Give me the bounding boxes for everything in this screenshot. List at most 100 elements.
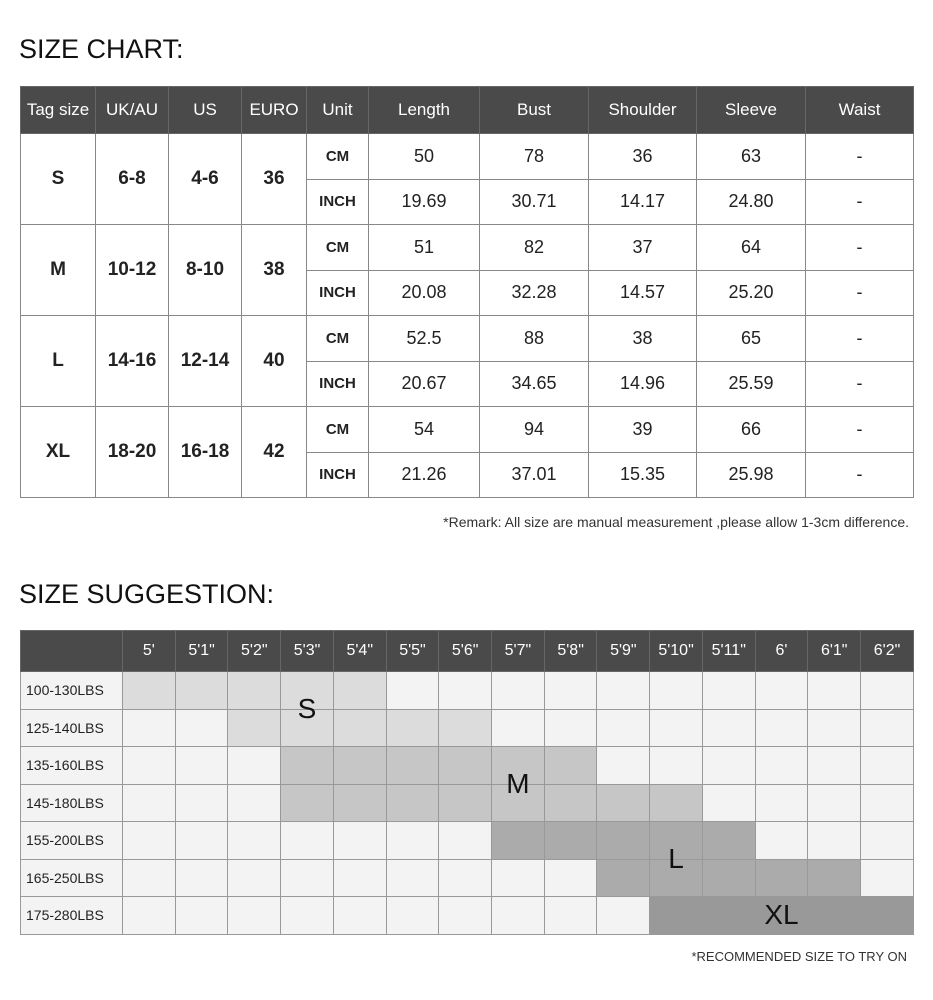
grid-cell [860,821,914,860]
size-uk-cell: 14-16 [95,315,169,407]
height-header: 5'6" [438,630,493,672]
measurement-cell: 25.59 [696,360,806,407]
height-header: 5'10" [649,630,703,672]
corner-header [20,630,123,672]
grid-cell [807,783,862,822]
measurement-cell: 65 [696,315,806,362]
table-row: 125-140LBS [20,708,914,747]
size-m-cell [332,783,387,822]
size-m-cell [332,746,387,785]
table-row: INCH 19.69 30.71 14.17 24.80- [21,178,914,225]
size-tag-cell: M [20,224,96,316]
grid-cell [701,708,756,747]
grid-cell [122,783,176,822]
size-s-cell [227,708,282,747]
size-euro-cell: 42 [241,406,307,498]
size-l-cell [596,858,651,897]
size-chart-title: SIZE CHART: [19,34,184,64]
grid-cell [122,746,176,785]
grid-cell [280,821,334,860]
column-header: Shoulder [588,86,697,134]
grid-cell [701,746,756,785]
measurement-cell: 88 [479,315,589,362]
grid-cell [543,858,598,897]
size-us-cell: 4-6 [168,133,242,225]
height-header: 5' [122,630,176,672]
measurement-cell: 36 [588,133,697,180]
grid-cell [122,708,176,747]
measurement-cell: 21.26 [368,451,480,498]
table-row: 100-130LBS [20,671,914,710]
size-us-cell: 8-10 [168,224,242,316]
size-m-cell [438,746,493,785]
grid-cell [754,708,809,747]
size-xl-cell [754,896,809,935]
weight-label: 175-280LBS [20,896,123,935]
grid-cell [596,671,651,710]
size-s-cell [385,708,440,747]
grid-cell [543,671,598,710]
grid-cell [438,821,493,860]
grid-cell [701,671,756,710]
size-l-cell [649,858,703,897]
height-header: 5'7" [491,630,545,672]
size-l-cell [701,821,756,860]
unit-cell: INCH [306,360,369,407]
size-l-cell [596,821,651,860]
size-suggestion-grid: 5' 5'1" 5'2" 5'3" 5'4" 5'5" 5'6" 5'7" 5'8" 5'9" 5'… [20,630,914,935]
grid-cell [227,896,282,935]
size-m-cell [543,783,598,822]
grid-cell [860,858,914,897]
size-s-cell [280,708,334,747]
column-header: EURO [241,86,307,134]
table-row: M 10-12 8-10 38 CM 51 82 37 64- [20,224,914,316]
grid-cell [174,821,229,860]
weight-label: 165-250LBS [20,858,123,897]
measurement-cell: 78 [479,133,589,180]
grid-cell [280,896,334,935]
height-header: 5'5" [385,630,440,672]
size-s-cell [122,671,176,710]
size-s-cell [332,708,387,747]
table-row: INCH 20.67 34.65 14.96 25.59- [21,360,914,407]
size-m-cell [649,783,703,822]
measurement-cell: 19.69 [368,178,480,225]
size-uk-cell: 18-20 [95,406,169,498]
table-row: L 14-16 12-14 40 CM 52.5 88 38 65- [20,315,914,407]
grid-cell [122,858,176,897]
grid-cell [332,858,387,897]
size-euro-cell: 38 [241,224,307,316]
grid-cell [174,858,229,897]
table-row: S 6-8 4-6 36 CM 50 78 36 63- [20,133,914,225]
weight-label: 155-200LBS [20,821,123,860]
grid-cell [227,783,282,822]
size-xl-cell [701,896,756,935]
height-header: 5'2" [227,630,282,672]
grid-cell [754,746,809,785]
grid-cell [649,708,703,747]
table-row: 135-160LBS [20,746,914,785]
height-header: 5'11" [701,630,756,672]
measurement-cell: 50 [368,133,480,180]
size-xl-cell [860,896,914,935]
grid-cell [491,708,545,747]
measurement-cell: - [805,315,914,362]
height-header: 6'1" [807,630,862,672]
grid-cell [332,896,387,935]
size-s-cell [174,671,229,710]
grid-cell [174,783,229,822]
size-l-cell [649,821,703,860]
size-l-cell [491,821,545,860]
grid-cell [543,896,598,935]
size-uk-cell: 6-8 [95,133,169,225]
table-row: 175-280LBS [20,896,914,935]
measurement-cell: 30.71 [479,178,589,225]
column-header: US [168,86,242,134]
weight-label: 100-130LBS [20,671,123,710]
weight-label: 135-160LBS [20,746,123,785]
column-header: Sleeve [696,86,806,134]
measurement-cell: 20.67 [368,360,480,407]
column-header: Tag size [20,86,96,134]
height-header: 5'9" [596,630,651,672]
height-header: 5'4" [332,630,387,672]
